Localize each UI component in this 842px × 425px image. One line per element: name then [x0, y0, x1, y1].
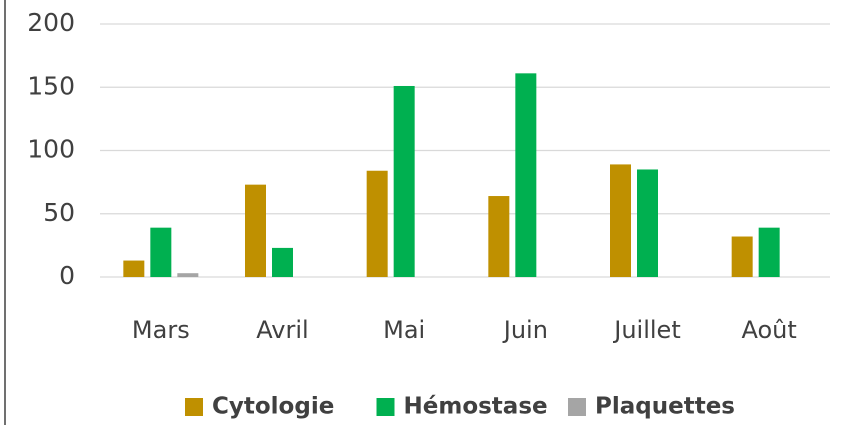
- x-tick-label: Mai: [383, 316, 425, 344]
- bar: [515, 73, 537, 278]
- legend-label: Hémostase: [404, 394, 548, 420]
- legend-swatch: [376, 398, 395, 416]
- bar: [758, 227, 780, 277]
- x-tick-label: Août: [742, 316, 797, 344]
- legend-label: Plaquettes: [595, 394, 735, 420]
- x-tick-label: Avril: [256, 316, 308, 344]
- y-tick-label: 200: [27, 8, 75, 37]
- bar: [488, 196, 510, 277]
- bar: [393, 85, 415, 277]
- legend-label: Cytologie: [212, 394, 334, 420]
- x-tick-label: Juin: [502, 316, 548, 344]
- bar: [245, 184, 266, 277]
- y-tick-label: 50: [43, 198, 75, 227]
- x-tick-label: Mars: [132, 316, 190, 344]
- bar: [272, 247, 293, 277]
- bar: [150, 227, 172, 277]
- bar: [366, 170, 388, 277]
- bar: [177, 273, 199, 277]
- y-tick-label: 0: [59, 261, 75, 290]
- bar: [610, 164, 631, 277]
- x-tick-label: Juillet: [612, 316, 680, 344]
- legend-swatch: [185, 398, 203, 416]
- bar: [123, 260, 145, 277]
- legend-swatch: [568, 398, 586, 416]
- bar: [731, 236, 753, 277]
- y-tick-label: 150: [27, 71, 75, 100]
- bar: [637, 169, 658, 277]
- y-tick-label: 100: [27, 135, 75, 164]
